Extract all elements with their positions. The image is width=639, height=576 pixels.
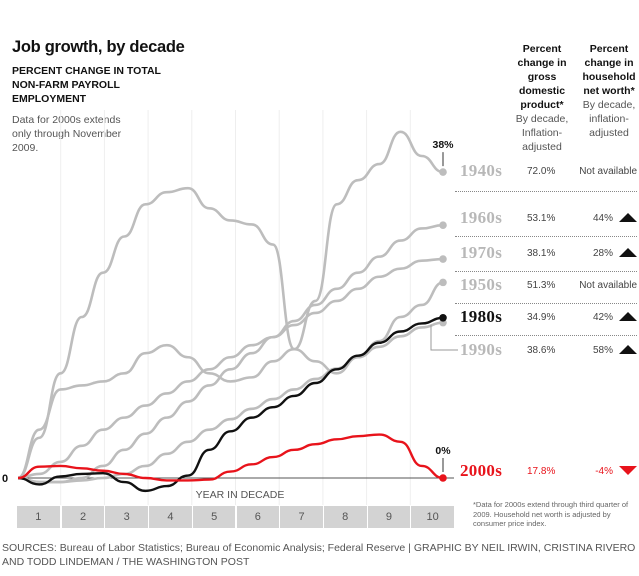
row-gdp-value: 38.1%	[527, 248, 556, 259]
x-tick-band: 2	[61, 506, 105, 528]
x-tick-band: 4	[149, 506, 192, 528]
series-endpoint-1940s	[439, 168, 447, 176]
series-line-1990s	[17, 321, 444, 484]
x-tick-band: 9	[367, 506, 411, 528]
gdp-column-title: Percent change in gross domestic product…	[517, 43, 567, 111]
row-gdp-value: 51.3%	[527, 280, 556, 291]
x-tick-band: 3	[105, 506, 149, 528]
row-gdp-value: 38.6%	[527, 345, 556, 356]
row-net-worth-value: Not available	[579, 166, 637, 177]
series-endpoint-1960s	[439, 221, 447, 230]
net-worth-column-title: Percent change in household net worth*	[582, 43, 636, 97]
row-net-worth-value: 58%	[592, 345, 613, 356]
row-net-worth-value: -4%	[595, 466, 613, 477]
footnote: *Data for 2000s extend through third qua…	[473, 500, 629, 528]
x-tick-band: 5	[192, 506, 236, 528]
row-divider	[455, 303, 637, 304]
triangle-down-icon	[619, 466, 637, 475]
row-divider	[455, 236, 637, 237]
row-net-worth-value: 28%	[592, 248, 613, 259]
chart-title: Job growth, by decade	[12, 38, 185, 56]
row-net-worth: Not available	[560, 280, 637, 291]
row-net-worth: 42%	[560, 312, 637, 323]
chart-note: Data for 2000s extends only through Nove…	[12, 114, 122, 154]
chart-subtitle: PERCENT CHANGE IN TOTAL NON-FARM PAYROLL…	[12, 65, 161, 105]
series-line-2000s	[17, 433, 444, 482]
row-divider	[455, 335, 637, 336]
row-net-worth-value: 44%	[592, 213, 613, 224]
zero-tick-label: 0	[2, 473, 8, 485]
row-divider	[455, 191, 637, 192]
row-net-worth: 44%	[560, 213, 637, 224]
x-tick-band: 10	[411, 506, 454, 528]
annotation-label-2000s: 0%	[435, 445, 451, 457]
gdp-column-header: Percent change in gross domestic product…	[508, 42, 576, 154]
row-label-1970s: 1970s	[460, 243, 503, 262]
row-net-worth-value: 42%	[592, 312, 613, 323]
row-label-2000s: 2000s	[460, 461, 503, 480]
series-line-1950s	[17, 281, 444, 480]
triangle-up-icon	[619, 312, 637, 321]
triangle-up-icon	[619, 248, 637, 257]
row-label-1950s: 1950s	[460, 275, 503, 294]
row-net-worth-value: Not available	[579, 280, 637, 291]
annotation-label-1940s: 38%	[432, 139, 454, 151]
row-label-1980s: 1980s	[460, 307, 503, 326]
triangle-up-icon	[619, 345, 637, 354]
triangle-up-icon	[619, 213, 637, 222]
series-endpoint-1970s	[439, 255, 447, 263]
row-net-worth: Not available	[560, 166, 637, 177]
row-gdp-value: 17.8%	[527, 466, 556, 477]
row-label-1940s: 1940s	[460, 161, 503, 180]
series-endpoint-2000s	[439, 474, 447, 482]
x-tick-band: 7	[280, 506, 323, 528]
series-line-1980s	[17, 316, 444, 493]
gdp-column-subtitle: By decade, Inflation-adjusted	[515, 113, 569, 153]
row-gdp-value: 72.0%	[527, 166, 556, 177]
x-tick-band: 8	[323, 506, 367, 528]
connector-1990s	[430, 324, 458, 351]
series-endpoint-1950s	[439, 278, 447, 287]
net-worth-column-subtitle: By decade, inflation-adjusted	[582, 99, 636, 139]
series-line-1940s	[17, 130, 444, 480]
net-worth-column-header: Percent change in household net worth* B…	[576, 42, 639, 140]
row-gdp-value: 53.1%	[527, 213, 556, 224]
x-tick-band: 6	[236, 506, 280, 528]
row-label-1990s: 1990s	[460, 340, 503, 359]
x-tick-band: 1	[17, 506, 60, 528]
row-net-worth: 28%	[560, 248, 637, 259]
series-endpoint-1980s	[439, 314, 447, 322]
x-axis-label: YEAR IN DECADE	[195, 489, 285, 501]
series-line-1960s	[17, 223, 444, 484]
sources-credit: SOURCES: Bureau of Labor Statistics; Bur…	[2, 542, 636, 568]
row-gdp-value: 34.9%	[527, 312, 556, 323]
row-net-worth: 58%	[560, 345, 637, 356]
row-net-worth: -4%	[560, 466, 637, 477]
row-divider	[455, 271, 637, 272]
row-label-1960s: 1960s	[460, 208, 503, 227]
series-line-1970s	[17, 257, 444, 480]
